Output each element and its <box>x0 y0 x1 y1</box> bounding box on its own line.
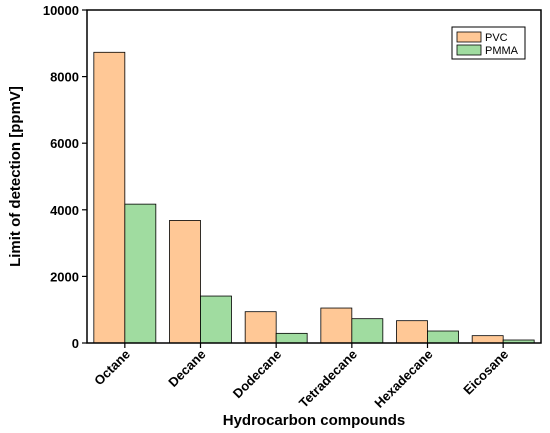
y-axis-ticks: 0 2000 4000 6000 8000 10000 <box>43 3 87 351</box>
y-tick-label: 10000 <box>43 3 79 18</box>
plot-frame <box>86 9 542 344</box>
bar-pmma-octane <box>124 203 157 344</box>
y-tick-label: 6000 <box>50 136 79 151</box>
bar-pvc-eicosane <box>471 335 504 344</box>
bar-pvc-hexadecane <box>396 320 428 344</box>
bar-pvc-dodecane <box>244 311 277 344</box>
legend-swatch-pmma <box>456 44 482 56</box>
x-axis-title: Hydrocarbon compounds <box>223 412 406 429</box>
y-tick-label: 4000 <box>50 203 79 218</box>
y-tick-label: 2000 <box>50 269 79 284</box>
bar-pmma-hexadecane <box>427 330 459 344</box>
y-tick-label: 8000 <box>50 70 79 85</box>
legend-label-pmma: PMMA <box>485 45 519 57</box>
bar-pmma-decane <box>200 295 232 344</box>
bar-pvc-octane <box>93 51 126 344</box>
legend-swatch-pvc <box>456 31 482 43</box>
bar-pvc-tetradecane <box>320 307 353 344</box>
bar-pvc-decane <box>169 220 201 344</box>
bar-pmma-tetradecane <box>351 318 384 344</box>
legend-label-pvc: PVC <box>485 32 508 44</box>
y-axis-title: Limit of detection [ppmV] <box>7 86 24 267</box>
y-tick-label: 0 <box>72 336 79 351</box>
bar-pmma-dodecane <box>275 332 308 344</box>
bars-layer <box>93 51 535 344</box>
